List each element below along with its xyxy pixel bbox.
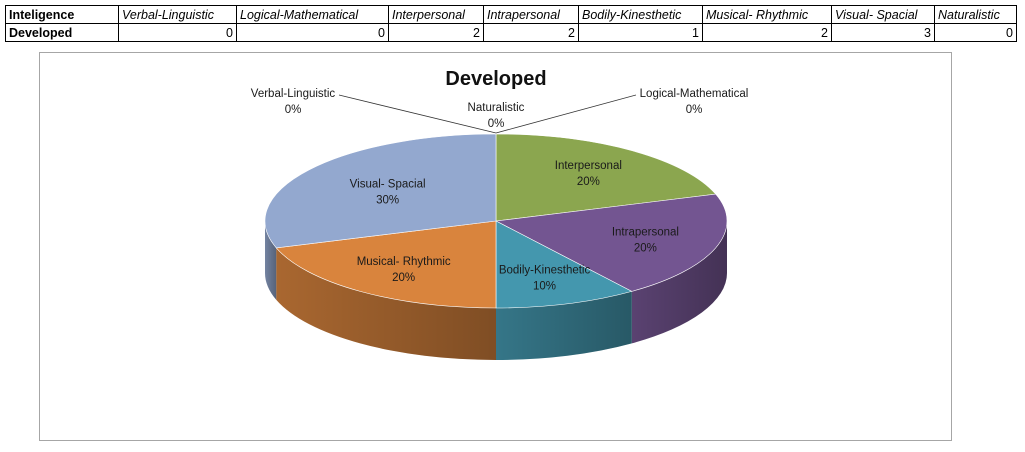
pie-side-shade-intrapersonal <box>631 221 727 344</box>
table-row: Developed 0 0 2 2 1 2 3 0 <box>5 23 1017 42</box>
value-cell: 3 <box>831 23 935 42</box>
value-cell: 2 <box>388 23 484 42</box>
header-cell: Musical- Rhythmic <box>702 5 832 24</box>
chart-area: Developed Verbal-Linguistic 0% Logical-Mat… <box>39 52 952 441</box>
pie-slice-intrapersonal <box>495 193 728 292</box>
value-cell: 1 <box>578 23 703 42</box>
header-cell: Interpersonal <box>388 5 484 24</box>
pie-slice-visual-spacial <box>264 133 497 249</box>
table-header-row: Inteligence Verbal-Linguistic Logical-Ma… <box>5 5 1017 24</box>
leader-line-logical-mathematical <box>495 94 637 134</box>
pie-labels: Verbal-Linguistic 0% Logical-Mathematical 0… <box>251 88 749 292</box>
slice-label-intrapersonal: Intrapersonal 20% <box>612 226 679 254</box>
slice-label-logical-mathematical: Logical-Mathematical 0% <box>640 88 749 116</box>
value-cell: 2 <box>483 23 579 42</box>
pie-side-shade-visual-spacial <box>265 221 277 300</box>
pie-side-shade-musical-rhythmic <box>276 247 496 360</box>
pie-leaders <box>338 94 637 134</box>
header-cell: Bodily-Kinesthetic <box>578 5 703 24</box>
pie-sides <box>265 221 727 360</box>
value-cell: 2 <box>702 23 832 42</box>
pie-tops <box>264 133 728 309</box>
table-corner-cell: Inteligence <box>5 5 119 24</box>
slice-label-musical-rhythmic: Musical- Rhythmic 20% <box>357 256 451 284</box>
header-cell: Intrapersonal <box>483 5 579 24</box>
header-cell: Logical-Mathematical <box>236 5 389 24</box>
pie-slice-interpersonal <box>495 133 717 222</box>
value-cell: 0 <box>934 23 1017 42</box>
chart-title: Developed <box>445 68 546 90</box>
pie-slice-bodily-kinesthetic <box>495 220 633 309</box>
slice-label-interpersonal: Interpersonal 20% <box>555 160 622 188</box>
data-table: Inteligence Verbal-Linguistic Logical-Ma… <box>5 5 1017 42</box>
pie-chart: Developed Verbal-Linguistic 0% Logical-Mat… <box>251 68 749 360</box>
header-cell: Visual- Spacial <box>831 5 935 24</box>
row-label-cell: Developed <box>5 23 119 42</box>
slice-label-naturalistic: Naturalistic 0% <box>468 102 525 130</box>
header-cell: Verbal-Linguistic <box>118 5 237 24</box>
leader-line-verbal-linguistic <box>338 94 497 134</box>
value-cell: 0 <box>118 23 237 42</box>
pie-slice-musical-rhythmic <box>275 220 497 309</box>
header-cell: Naturalistic <box>934 5 1017 24</box>
slice-label-visual-spacial: Visual- Spacial 30% <box>350 178 426 206</box>
slice-label-bodily-kinesthetic: Bodily-Kinesthetic 10% <box>499 264 591 292</box>
pie-side-shade-bodily-kinesthetic <box>496 291 632 360</box>
slice-label-verbal-linguistic: Verbal-Linguistic 0% <box>251 88 336 116</box>
value-cell: 0 <box>236 23 389 42</box>
